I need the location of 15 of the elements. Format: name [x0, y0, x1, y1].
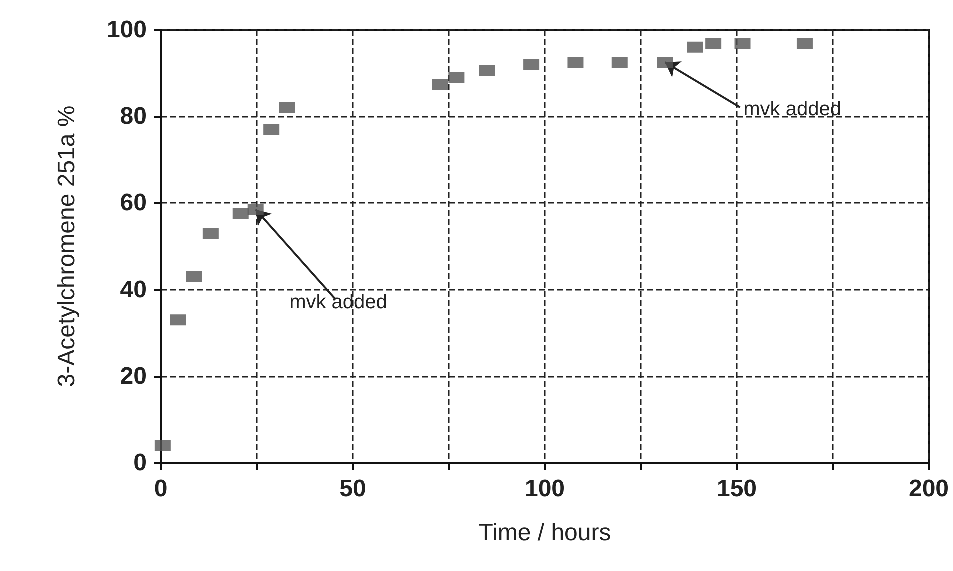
y-tick-label: 80 [120, 103, 147, 130]
y-tick-label: 0 [134, 450, 147, 476]
x-tick-label: 100 [524, 476, 566, 502]
x-tick-label: 0 [154, 476, 168, 502]
x-tick-label: 50 [340, 476, 366, 502]
y-tick-label: 60 [120, 190, 147, 217]
annotation: mvk added [290, 292, 388, 314]
y-axis-title: 3-Acetylchromene 251a % [54, 106, 80, 388]
x-axis-title: Time / hours [478, 520, 612, 546]
annotation: mvk added [744, 98, 842, 121]
y-tick-label: 40 [120, 276, 147, 304]
y-tick-label: 100 [106, 16, 147, 44]
x-tick-label: 150 [716, 476, 758, 502]
x-tick-label: 200 [908, 476, 950, 502]
y-tick-label: 20 [120, 362, 147, 390]
